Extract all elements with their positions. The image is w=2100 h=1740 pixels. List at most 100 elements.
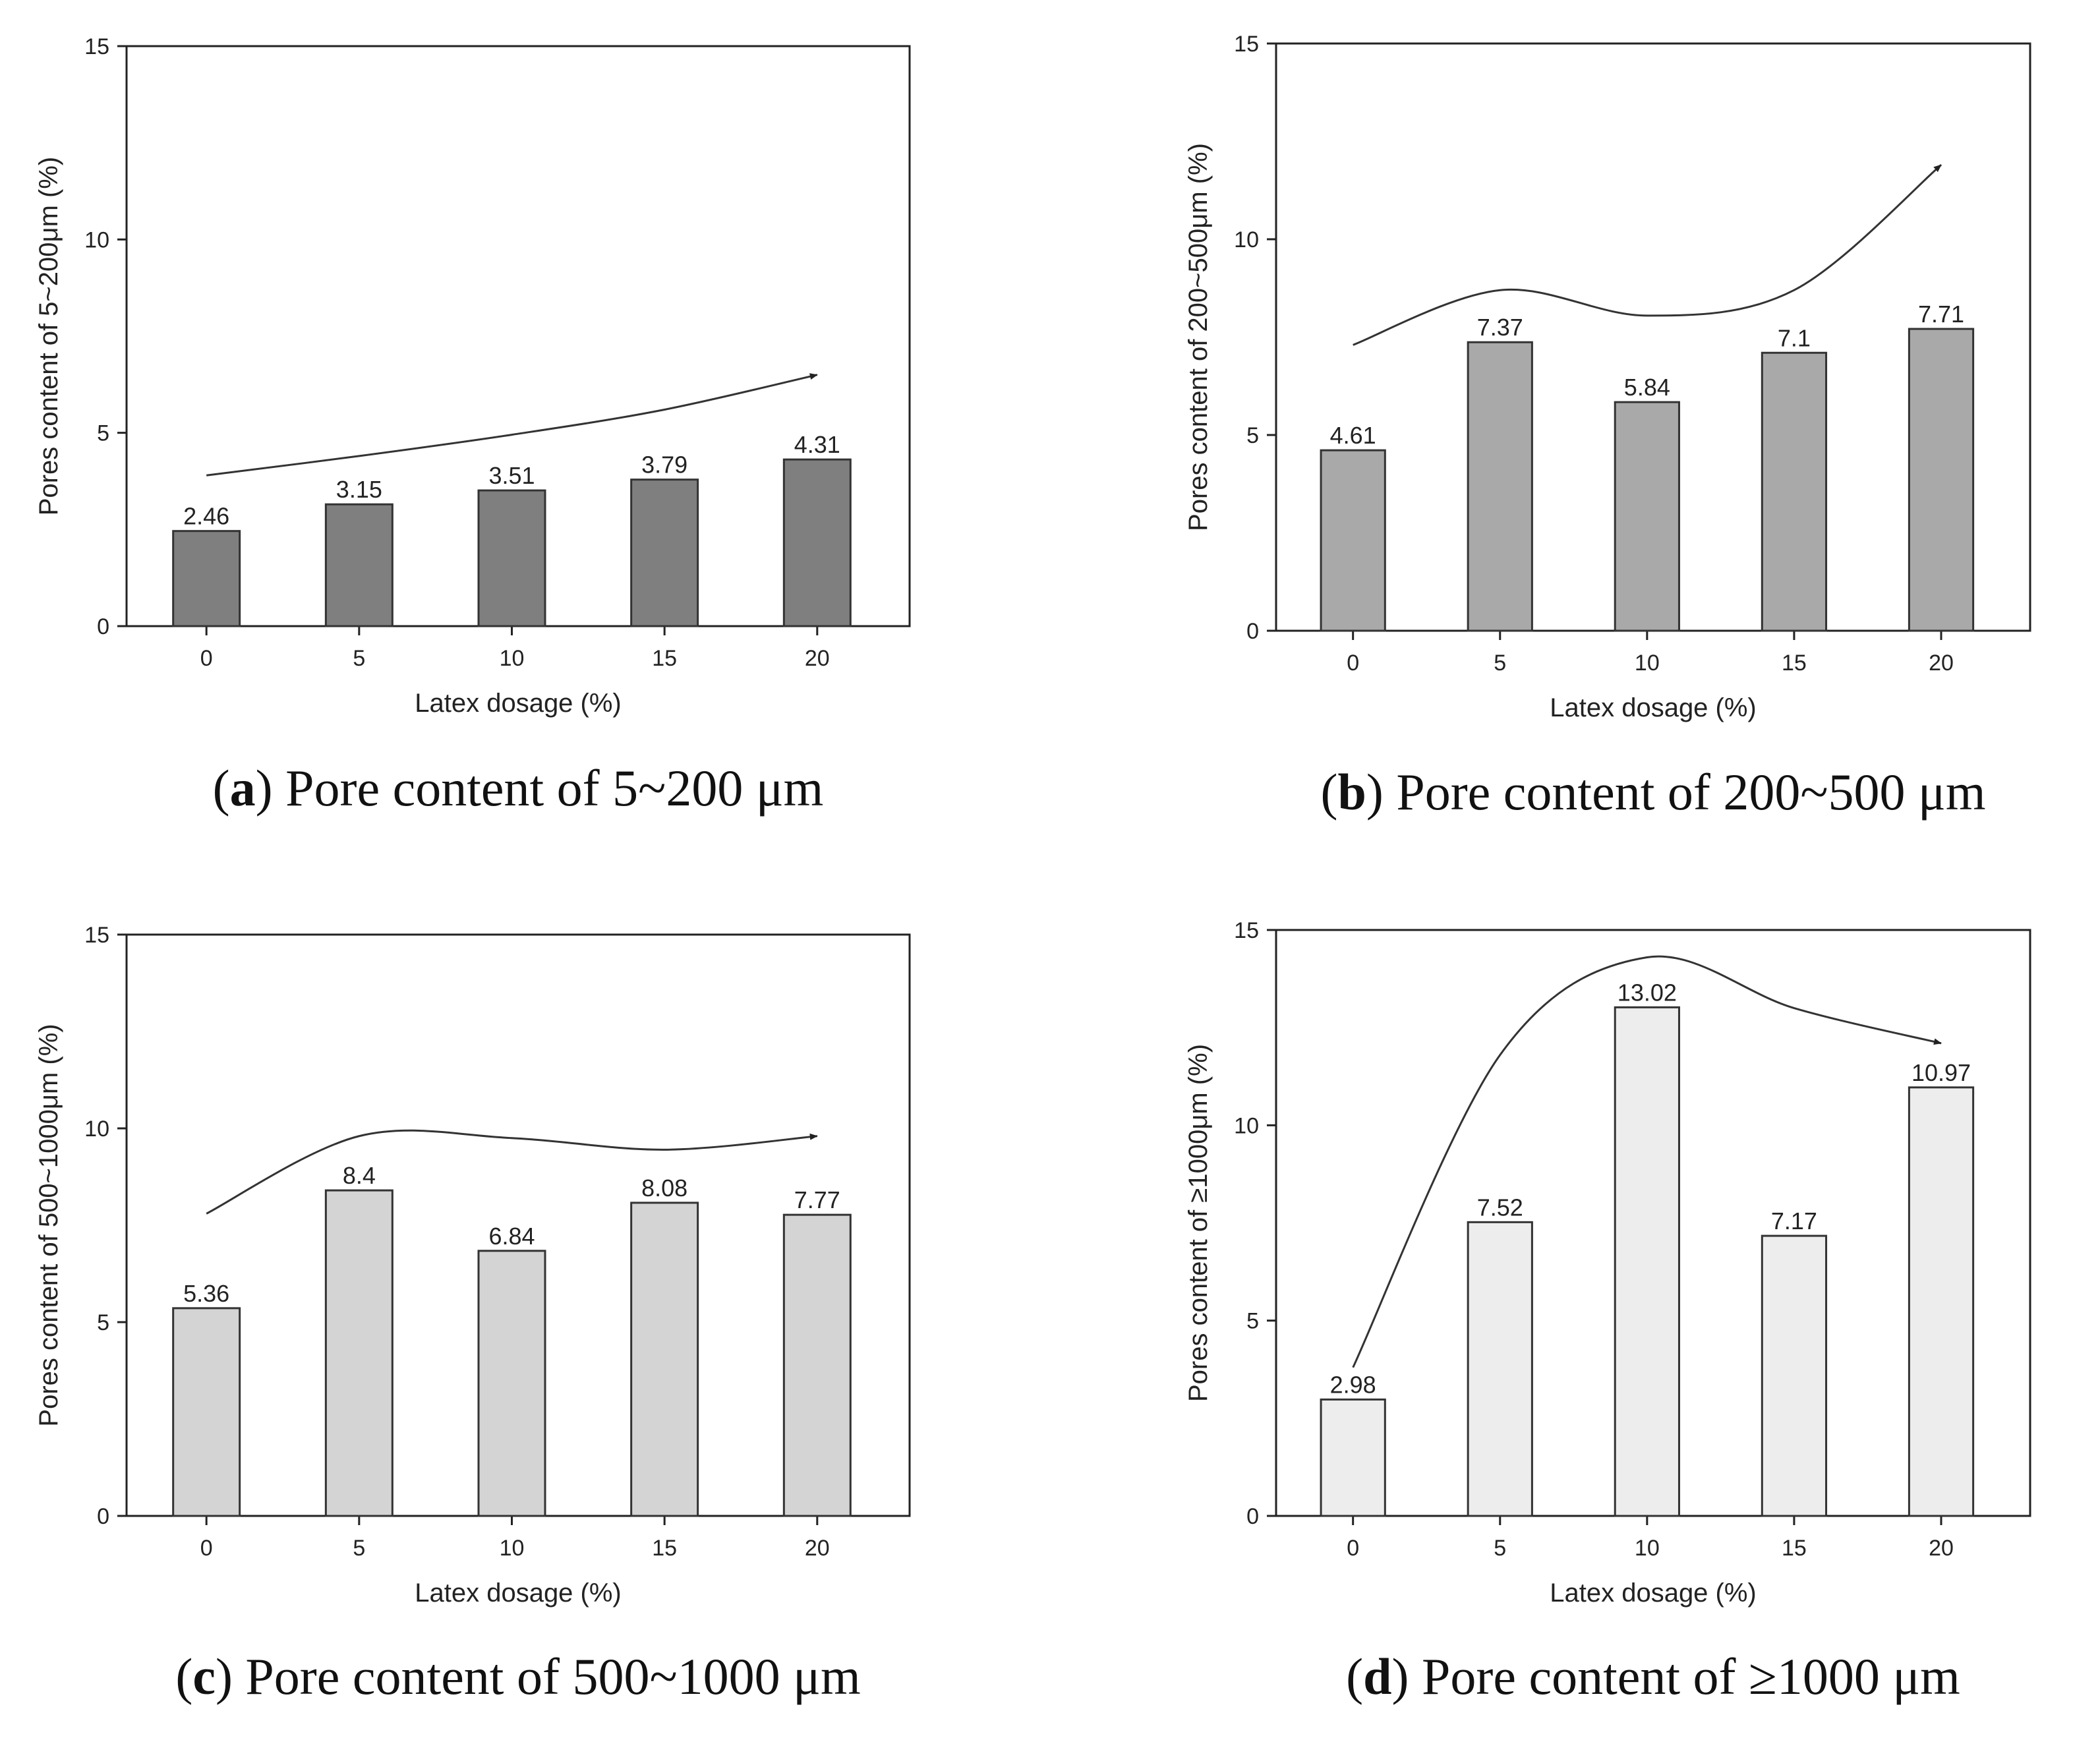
bar: [1467, 341, 1533, 632]
data-label: 8.08: [641, 1174, 687, 1202]
bar: [1467, 1221, 1533, 1517]
y-tick-label: 0: [1246, 1504, 1259, 1529]
bar: [1614, 401, 1680, 632]
chart-panel-b: 0 5 10 15 0 5 10 15 20 4.61 7.37 5.84 7.1 7.71 Latex d…: [1184, 32, 2031, 821]
data-label: 10.97: [1911, 1059, 1971, 1086]
y-tick-label: 5: [97, 421, 109, 446]
caption-open-paren: (: [1320, 763, 1337, 821]
trend-arrow: [206, 373, 818, 477]
y-tick-label: 0: [1246, 619, 1259, 644]
data-label: 7.1: [1778, 324, 1811, 351]
y-tick-label: 0: [97, 1504, 109, 1529]
x-axis-title: Latex dosage (%): [415, 689, 622, 718]
y-tick-label: 0: [97, 614, 109, 639]
x-tick-label: 20: [1929, 651, 1954, 676]
data-label: 5.36: [183, 1280, 229, 1307]
bar: [172, 1307, 241, 1517]
bar: [1614, 1006, 1680, 1517]
x-tick-label: 0: [200, 1536, 213, 1561]
y-tick-label: 10: [1234, 227, 1259, 252]
y-axis-title: Pores content of ≥1000μm (%): [1184, 1044, 1213, 1402]
caption-close-paren: ): [256, 759, 273, 817]
caption-letter: c: [192, 1648, 216, 1705]
caption-close-paren: ): [1392, 1648, 1409, 1705]
x-tick-label: 10: [500, 1536, 525, 1561]
chart-panel-d: 0 5 10 15 0 5 10 15 20 2.98 7.52 13.02 7.17 10.97 Late…: [1184, 918, 2031, 1705]
data-label: 4.31: [794, 431, 840, 458]
x-tick-label: 10: [500, 646, 525, 671]
x-tick-label: 15: [1782, 651, 1807, 676]
y-tick-label: 15: [1234, 918, 1259, 943]
data-label: 3.79: [641, 451, 687, 478]
caption-close-paren: ): [216, 1648, 233, 1705]
x-tick-label: 5: [1494, 1536, 1506, 1561]
x-tick-label: 0: [200, 646, 213, 671]
x-tick-label: 20: [1929, 1536, 1954, 1561]
data-label: 7.17: [1771, 1207, 1817, 1234]
data-label: 5.84: [1624, 374, 1670, 401]
bar: [630, 478, 699, 627]
data-label: 3.15: [336, 476, 382, 503]
data-label: 2.98: [1330, 1371, 1376, 1398]
x-tick-label: 0: [1347, 1536, 1359, 1561]
bar: [172, 530, 241, 627]
y-tick-label: 5: [1246, 423, 1259, 448]
y-tick-label: 5: [97, 1310, 109, 1335]
x-tick-label: 10: [1635, 1536, 1660, 1561]
bar: [477, 489, 546, 627]
x-tick-label: 0: [1347, 651, 1359, 676]
caption-close-paren: ): [1366, 763, 1384, 821]
y-tick-label: 15: [84, 34, 109, 59]
trend-arrow: [1353, 163, 1942, 346]
panel-caption: (a) Pore content of 5~200 μm: [213, 759, 824, 817]
caption-text: Pore content of ≥1000 μm: [1409, 1648, 1960, 1705]
panel-caption: (c) Pore content of 500~1000 μm: [175, 1648, 860, 1705]
bar: [1320, 1398, 1386, 1517]
x-tick-label: 5: [353, 1536, 365, 1561]
x-tick-label: 5: [353, 646, 365, 671]
y-axis-title: Pores content of 500~1000μm (%): [34, 1024, 63, 1426]
caption-open-paren: (: [1346, 1648, 1363, 1705]
panel-caption: (d) Pore content of ≥1000 μm: [1346, 1648, 1960, 1705]
bar: [1908, 1086, 1975, 1517]
data-label: 7.71: [1918, 301, 1964, 328]
y-tick-label: 10: [84, 1116, 109, 1142]
trend-arrow: [1352, 955, 1942, 1368]
caption-letter: a: [230, 759, 256, 817]
chart-panel-c: 0 5 10 15 0 5 10 15 20 5.36 8.4 6.84 8.08 7.77 Latex d…: [34, 923, 911, 1705]
y-tick-label: 15: [1234, 32, 1259, 57]
y-tick-label: 5: [1246, 1309, 1259, 1334]
x-tick-label: 10: [1635, 651, 1660, 676]
caption-open-paren: (: [213, 759, 230, 817]
x-tick-label: 5: [1494, 651, 1506, 676]
data-label: 7.37: [1477, 314, 1523, 341]
x-axis-title: Latex dosage (%): [415, 1579, 622, 1608]
y-tick-label: 10: [84, 227, 109, 252]
caption-letter: d: [1363, 1648, 1391, 1705]
x-axis-title: Latex dosage (%): [1550, 693, 1757, 722]
panel-caption: (b) Pore content of 200~500 μm: [1320, 763, 1985, 821]
x-axis-title: Latex dosage (%): [1550, 1579, 1757, 1608]
trend-arrow: [206, 1129, 818, 1215]
caption-open-paren: (: [175, 1648, 192, 1705]
x-tick-label: 15: [652, 646, 677, 671]
bar: [782, 1213, 852, 1517]
chart-panel-a: 0 5 10 15 0 5 10 15 20 2.46 3.15 3.51 3.79 4.31 Latex …: [34, 34, 911, 817]
y-tick-label: 10: [1234, 1113, 1259, 1138]
caption-text: Pore content of 200~500 μm: [1384, 763, 1986, 821]
bar: [477, 1250, 546, 1517]
bar: [1908, 328, 1975, 632]
x-tick-label: 20: [805, 1536, 830, 1561]
data-label: 3.51: [488, 462, 535, 489]
caption-text: Pore content of 5~200 μm: [273, 759, 824, 817]
x-tick-label: 15: [652, 1536, 677, 1561]
data-label: 4.61: [1330, 422, 1376, 449]
x-tick-label: 20: [805, 646, 830, 671]
data-label: 2.46: [183, 503, 229, 530]
bar: [782, 458, 852, 627]
caption-letter: b: [1337, 763, 1366, 821]
data-label: 6.84: [488, 1223, 535, 1250]
y-axis-title: Pores content of 200~500μm (%): [1184, 143, 1213, 531]
x-tick-label: 15: [1782, 1536, 1807, 1561]
